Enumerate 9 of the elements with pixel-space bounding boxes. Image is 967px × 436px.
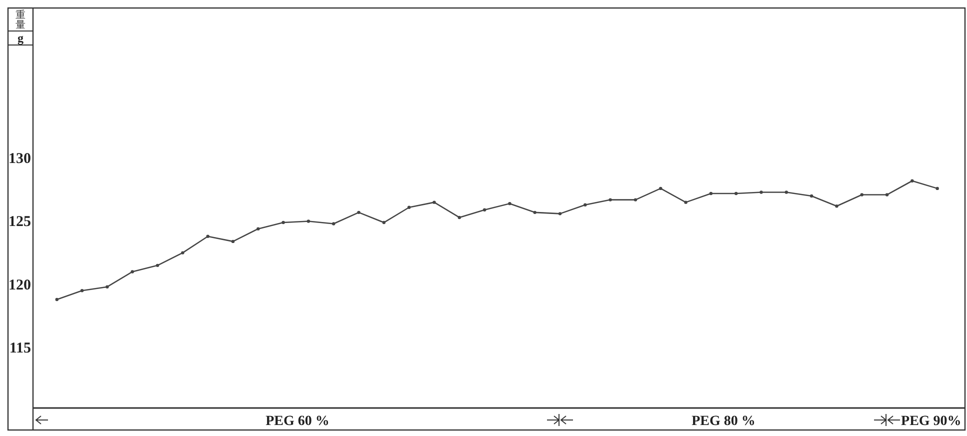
ylabel-unit: g (18, 31, 24, 45)
segment-label: PEG 60 % (266, 414, 330, 429)
ytick: 130 (8, 151, 31, 168)
ytick: 120 (8, 277, 31, 294)
segment-label: PEG 80 % (692, 414, 756, 429)
ytick: 115 (9, 340, 31, 356)
ytick: 125 (8, 214, 31, 230)
segment-label: PEG 90% (901, 414, 962, 429)
ylabel: 重量 (16, 10, 26, 31)
